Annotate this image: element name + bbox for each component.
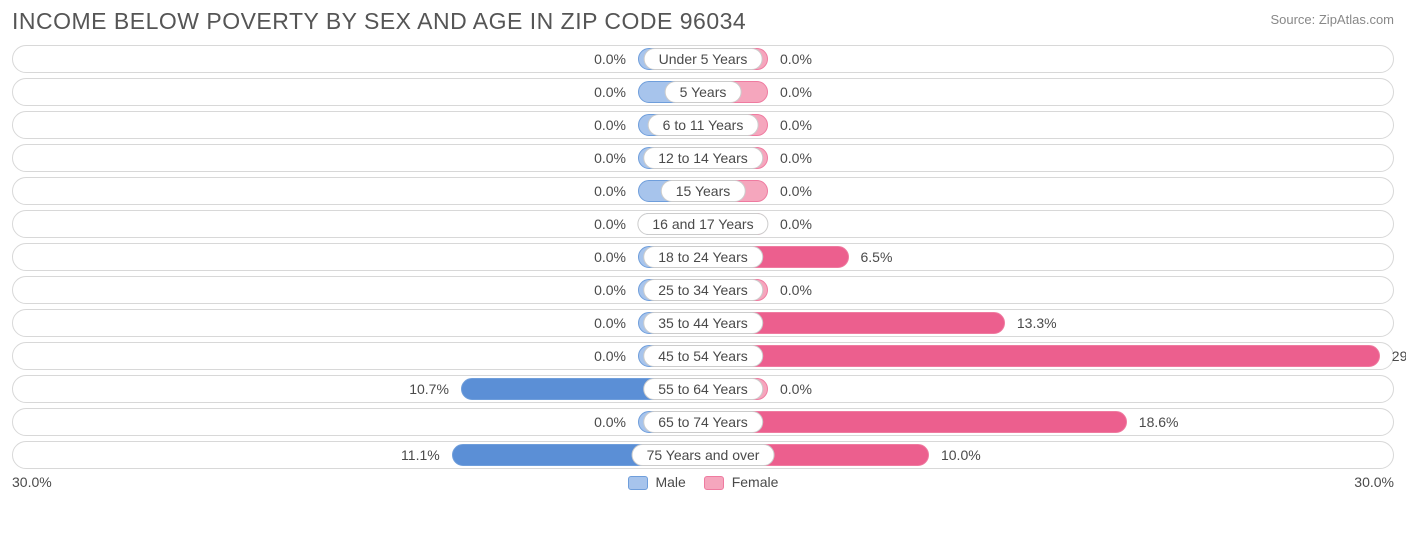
female-value: 0.0% bbox=[780, 117, 812, 133]
female-bar bbox=[699, 411, 1127, 433]
chart-row: 10.7% 0.0% 55 to 64 Years bbox=[12, 375, 1394, 403]
male-value: 0.0% bbox=[594, 216, 626, 232]
legend: Male Female bbox=[628, 474, 779, 490]
male-swatch-icon bbox=[628, 476, 648, 490]
female-value: 0.0% bbox=[780, 51, 812, 67]
male-value: 0.0% bbox=[594, 150, 626, 166]
legend-male: Male bbox=[628, 474, 686, 490]
chart-footer: 30.0% Male Female 30.0% bbox=[12, 474, 1394, 490]
category-label: 35 to 44 Years bbox=[643, 312, 763, 334]
male-value: 0.0% bbox=[594, 249, 626, 265]
male-value: 0.0% bbox=[594, 51, 626, 67]
axis-max-right: 30.0% bbox=[1354, 474, 1394, 490]
chart-row: 0.0% 0.0% 5 Years bbox=[12, 78, 1394, 106]
male-value: 0.0% bbox=[594, 315, 626, 331]
chart-row: 0.0% 6.5% 18 to 24 Years bbox=[12, 243, 1394, 271]
category-label: 55 to 64 Years bbox=[643, 378, 763, 400]
chart-row: 0.0% 0.0% 16 and 17 Years bbox=[12, 210, 1394, 238]
female-value: 0.0% bbox=[780, 216, 812, 232]
category-label: 12 to 14 Years bbox=[643, 147, 763, 169]
tornado-chart: 0.0%0.0%Under 5 Years0.0%0.0%5 Years0.0%… bbox=[12, 45, 1394, 469]
category-label: 15 Years bbox=[661, 180, 746, 202]
chart-source: Source: ZipAtlas.com bbox=[1270, 8, 1394, 27]
male-value: 0.0% bbox=[594, 414, 626, 430]
chart-row: 11.1% 10.0% 75 Years and over bbox=[12, 441, 1394, 469]
chart-row: 0.0% 0.0% Under 5 Years bbox=[12, 45, 1394, 73]
male-value: 11.1% bbox=[401, 447, 440, 463]
legend-female: Female bbox=[704, 474, 779, 490]
chart-row: 0.0% 0.0% 25 to 34 Years bbox=[12, 276, 1394, 304]
female-value: 0.0% bbox=[780, 381, 812, 397]
male-value: 10.7% bbox=[409, 381, 449, 397]
chart-row: 0.0% 0.0% 12 to 14 Years bbox=[12, 144, 1394, 172]
male-value: 0.0% bbox=[594, 348, 626, 364]
chart-row: 0.0%29.6%45 to 54 Years bbox=[12, 342, 1394, 370]
category-label: 65 to 74 Years bbox=[643, 411, 763, 433]
category-label: 18 to 24 Years bbox=[643, 246, 763, 268]
female-value: 0.0% bbox=[780, 150, 812, 166]
female-value: 18.6% bbox=[1139, 414, 1179, 430]
female-value: 0.0% bbox=[780, 84, 812, 100]
category-label: 5 Years bbox=[665, 81, 742, 103]
category-label: 45 to 54 Years bbox=[643, 345, 763, 367]
chart-row: 0.0% 18.6% 65 to 74 Years bbox=[12, 408, 1394, 436]
legend-male-label: Male bbox=[655, 474, 685, 490]
category-label: 25 to 34 Years bbox=[643, 279, 763, 301]
category-label: 6 to 11 Years bbox=[648, 114, 759, 136]
male-value: 0.0% bbox=[594, 84, 626, 100]
chart-header: INCOME BELOW POVERTY BY SEX AND AGE IN Z… bbox=[12, 8, 1394, 35]
female-value: 6.5% bbox=[861, 249, 893, 265]
chart-row: 0.0% 0.0% 6 to 11 Years bbox=[12, 111, 1394, 139]
female-bar bbox=[699, 345, 1380, 367]
axis-max-left: 30.0% bbox=[12, 474, 52, 490]
female-value: 0.0% bbox=[780, 282, 812, 298]
male-value: 0.0% bbox=[594, 117, 626, 133]
chart-row: 0.0% 13.3% 35 to 44 Years bbox=[12, 309, 1394, 337]
female-value: 13.3% bbox=[1017, 315, 1057, 331]
female-swatch-icon bbox=[704, 476, 724, 490]
chart-row: 0.0% 0.0% 15 Years bbox=[12, 177, 1394, 205]
legend-female-label: Female bbox=[732, 474, 779, 490]
chart-title: INCOME BELOW POVERTY BY SEX AND AGE IN Z… bbox=[12, 8, 746, 35]
female-value: 10.0% bbox=[941, 447, 981, 463]
category-label: 75 Years and over bbox=[632, 444, 775, 466]
male-value: 0.0% bbox=[594, 183, 626, 199]
category-label: 16 and 17 Years bbox=[637, 213, 768, 235]
female-value: 29.6% bbox=[1392, 348, 1406, 364]
category-label: Under 5 Years bbox=[644, 48, 763, 70]
male-value: 0.0% bbox=[594, 282, 626, 298]
female-value: 0.0% bbox=[780, 183, 812, 199]
